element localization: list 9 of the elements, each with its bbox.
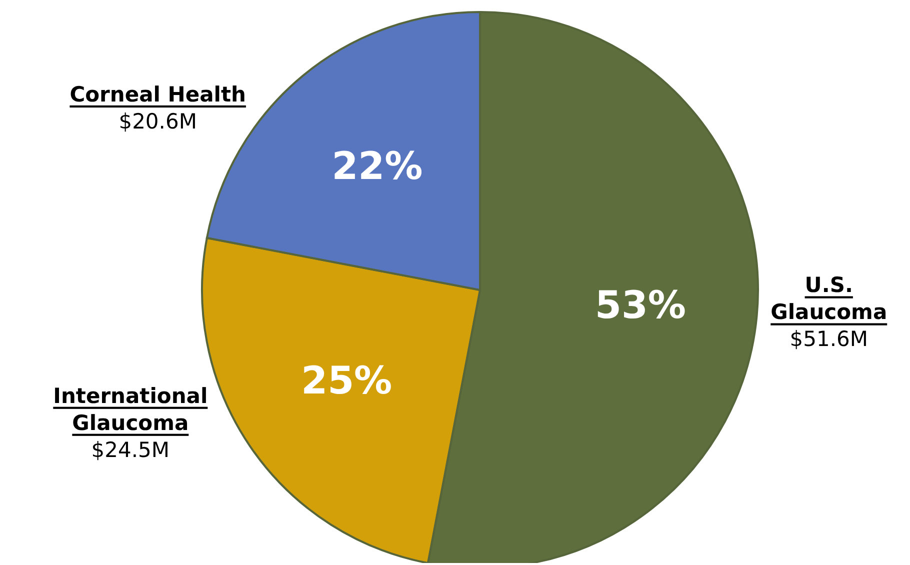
data-label: 22%	[332, 144, 423, 188]
slice-label: Corneal Health	[70, 82, 246, 106]
slice-label: International Glaucoma	[53, 384, 208, 435]
data-label: 53%	[595, 283, 686, 328]
text: $20.6M	[118, 109, 197, 134]
slice-label: U.S. Glaucoma	[770, 273, 888, 324]
text: $51.6M	[790, 327, 868, 352]
text: $24.5M	[91, 438, 170, 462]
data-label: 25%	[301, 358, 392, 403]
